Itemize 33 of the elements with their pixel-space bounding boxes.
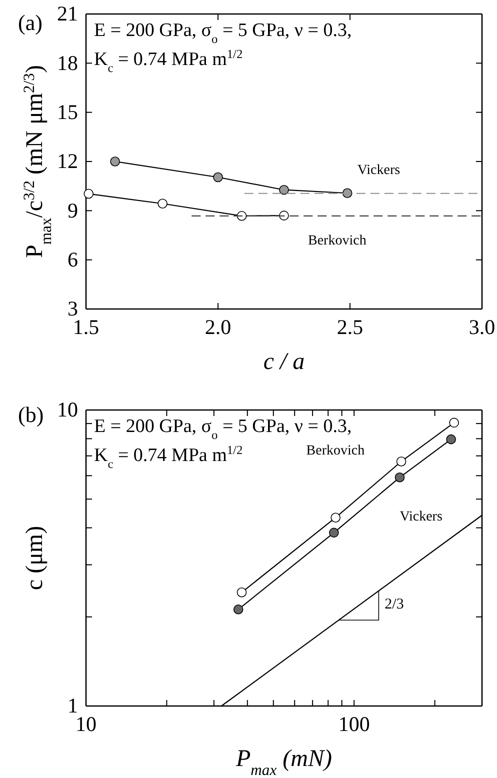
series-label: Berkovich — [306, 444, 365, 459]
point — [213, 172, 223, 182]
x-axis-title: P$_{max}$ (mN) — [235, 746, 332, 778]
point — [236, 211, 247, 221]
chart-title: (b) — [18, 402, 44, 427]
x-tick-label: 2.0 — [204, 314, 232, 339]
annotation: K$_{c}$ = 0.74 MPa m$^{1/2}$ — [94, 443, 243, 471]
x-tick-label: 2.5 — [336, 314, 364, 339]
y-tick-label: 15 — [57, 100, 78, 124]
chart-title: (a) — [18, 10, 42, 35]
x-tick-label: 100 — [338, 712, 370, 736]
y-tick-label: 10 — [57, 398, 78, 422]
x-axis-title: c / a — [263, 349, 305, 375]
point — [279, 184, 289, 195]
point — [279, 210, 289, 220]
y-tick-label: 18 — [57, 50, 78, 75]
annotation: K$_{c}$ = 0.74 MPa m$^{1/2}$ — [94, 47, 243, 75]
point — [110, 156, 120, 166]
x-tick-label: 3.0 — [468, 314, 496, 339]
series-label: Berkovich — [308, 234, 366, 249]
annotation: E = 200 GPa, σ$_{o}$ = 5 GPa, ν = 0.3, — [94, 20, 352, 46]
annotation: E = 200 GPa, σ$_{o}$ = 5 GPa, ν = 0.3, — [94, 416, 352, 442]
y-tick-label: 6 — [68, 248, 78, 272]
point — [158, 198, 168, 209]
y-axis-title: c (μm) — [22, 526, 48, 590]
y-tick-label: 9 — [68, 198, 78, 222]
y-tick-label: 21 — [57, 2, 78, 26]
series-label: Vickers — [400, 510, 442, 525]
annotation: 2/3 — [384, 596, 404, 613]
series-label: Vickers — [357, 163, 400, 178]
point — [84, 188, 94, 199]
y-tick-label: 1 — [68, 694, 78, 718]
y-tick-label: 12 — [57, 149, 78, 174]
